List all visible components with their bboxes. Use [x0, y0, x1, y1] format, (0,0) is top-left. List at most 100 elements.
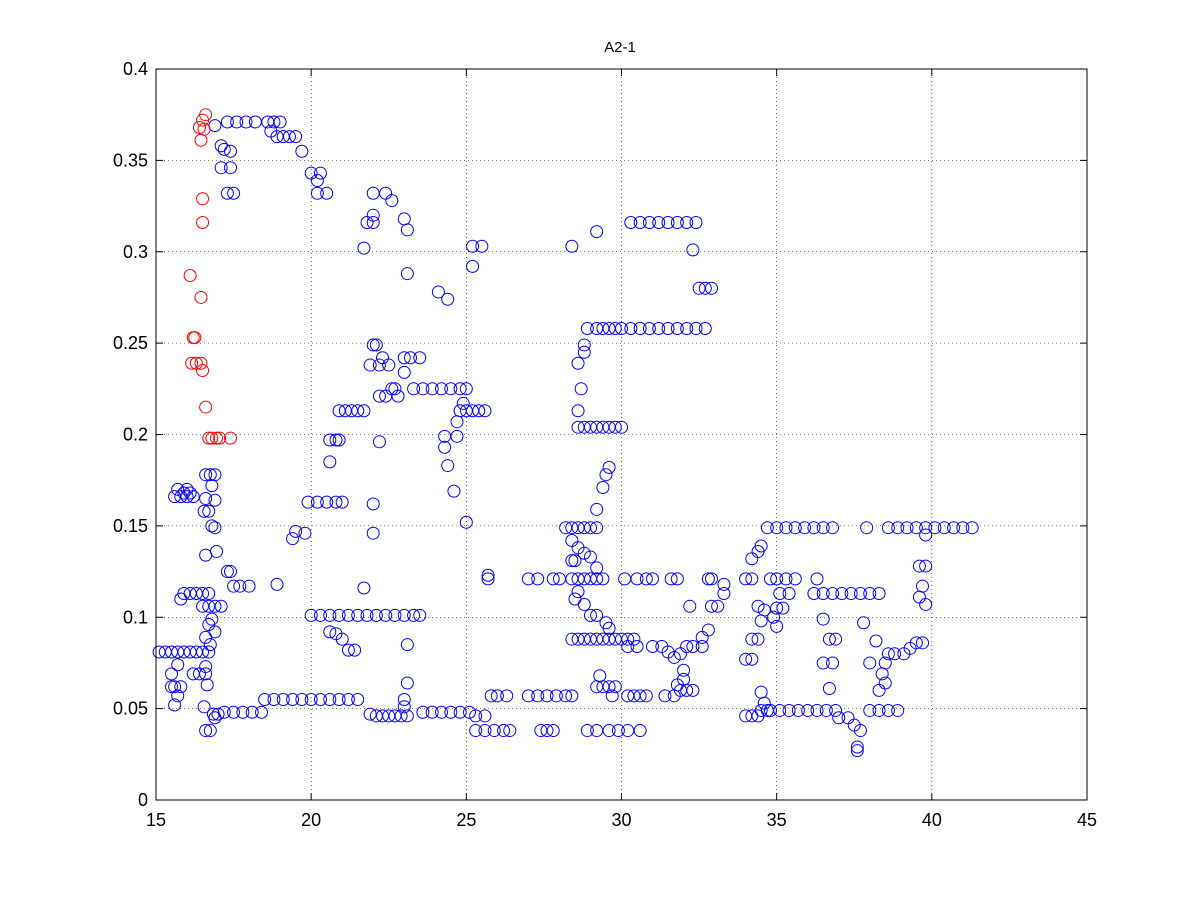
- data-point: [208, 521, 222, 535]
- data-point: [208, 119, 222, 133]
- data-point: [497, 724, 511, 738]
- data-point: [174, 680, 188, 694]
- data-point: [745, 632, 759, 646]
- axes-frame: [155, 68, 1088, 801]
- data-point: [213, 431, 227, 445]
- chart-title: A2-1: [604, 39, 636, 56]
- data-point: [791, 703, 805, 717]
- data-point: [199, 667, 213, 681]
- data-point: [881, 521, 895, 535]
- data-point: [580, 322, 594, 335]
- data-point: [919, 597, 933, 611]
- data-point: [484, 689, 498, 703]
- data-point: [205, 431, 219, 445]
- data-point: [459, 382, 473, 396]
- data-point: [602, 724, 616, 738]
- data-point: [875, 667, 889, 681]
- x-tick-label: 45: [1077, 810, 1097, 830]
- data-point: [487, 724, 501, 738]
- data-point: [481, 568, 495, 582]
- data-point: [369, 338, 383, 352]
- data-point: [928, 521, 942, 535]
- data-point: [366, 526, 380, 540]
- data-point: [267, 692, 281, 706]
- data-point: [203, 638, 217, 652]
- data-point: [757, 603, 771, 617]
- data-point: [652, 216, 666, 230]
- data-point: [200, 678, 214, 692]
- data-point: [363, 358, 377, 372]
- data-point: [227, 579, 241, 593]
- data-point: [217, 142, 231, 156]
- data-point: [912, 559, 926, 573]
- data-point: [425, 705, 439, 719]
- data-point: [698, 281, 712, 295]
- data-point: [323, 433, 337, 447]
- data-point: [168, 698, 182, 712]
- x-tick-label: 25: [456, 810, 476, 830]
- data-point: [388, 382, 402, 396]
- data-point: [208, 493, 222, 507]
- data-point: [872, 586, 886, 600]
- data-point: [223, 144, 237, 158]
- data-point: [202, 586, 216, 600]
- data-point: [881, 647, 895, 661]
- data-point: [531, 572, 545, 586]
- data-point: [295, 144, 309, 158]
- data-point: [425, 382, 439, 396]
- data-point: [829, 632, 843, 646]
- x-tick-label: 30: [611, 810, 631, 830]
- data-point: [397, 608, 411, 622]
- data-point: [590, 572, 604, 586]
- y-tick-label: 0.4: [123, 59, 148, 79]
- data-point: [680, 639, 694, 653]
- data-point: [711, 599, 725, 613]
- data-point: [196, 192, 210, 206]
- data-point: [230, 115, 244, 129]
- data-point: [481, 572, 495, 586]
- data-point: [363, 707, 377, 721]
- data-point: [379, 608, 393, 622]
- data-point: [624, 322, 638, 335]
- data-point: [565, 534, 579, 547]
- data-point: [565, 239, 579, 253]
- data-point: [863, 586, 877, 600]
- data-point: [881, 703, 895, 717]
- data-point: [341, 692, 355, 706]
- data-point: [208, 625, 222, 639]
- data-point: [335, 495, 349, 509]
- data-point: [441, 292, 455, 306]
- data-point: [642, 322, 656, 335]
- data-point: [900, 521, 914, 535]
- data-point: [549, 689, 563, 703]
- data-point: [310, 186, 324, 200]
- y-tick-label: 0.2: [123, 425, 148, 445]
- data-point: [878, 676, 892, 690]
- data-point: [615, 322, 628, 335]
- data-point: [397, 692, 411, 706]
- data-point: [267, 115, 281, 129]
- data-point: [937, 521, 951, 535]
- data-point: [194, 290, 208, 304]
- data-point: [816, 656, 830, 670]
- data-point: [602, 621, 616, 635]
- data-point: [919, 521, 933, 535]
- data-point: [258, 692, 272, 706]
- data-point: [183, 486, 197, 500]
- data-point: [751, 632, 765, 646]
- data-point: [788, 572, 802, 586]
- data-point: [788, 521, 802, 535]
- data-point: [435, 705, 449, 719]
- data-point: [850, 740, 864, 754]
- data-point: [400, 709, 414, 723]
- data-point: [717, 586, 731, 600]
- data-point: [214, 139, 228, 153]
- data-point: [165, 667, 179, 681]
- data-point: [304, 608, 318, 622]
- data-point: [453, 382, 467, 396]
- data-point: [661, 216, 675, 230]
- data-point: [203, 468, 217, 482]
- data-point: [773, 586, 787, 600]
- data-point: [608, 680, 622, 694]
